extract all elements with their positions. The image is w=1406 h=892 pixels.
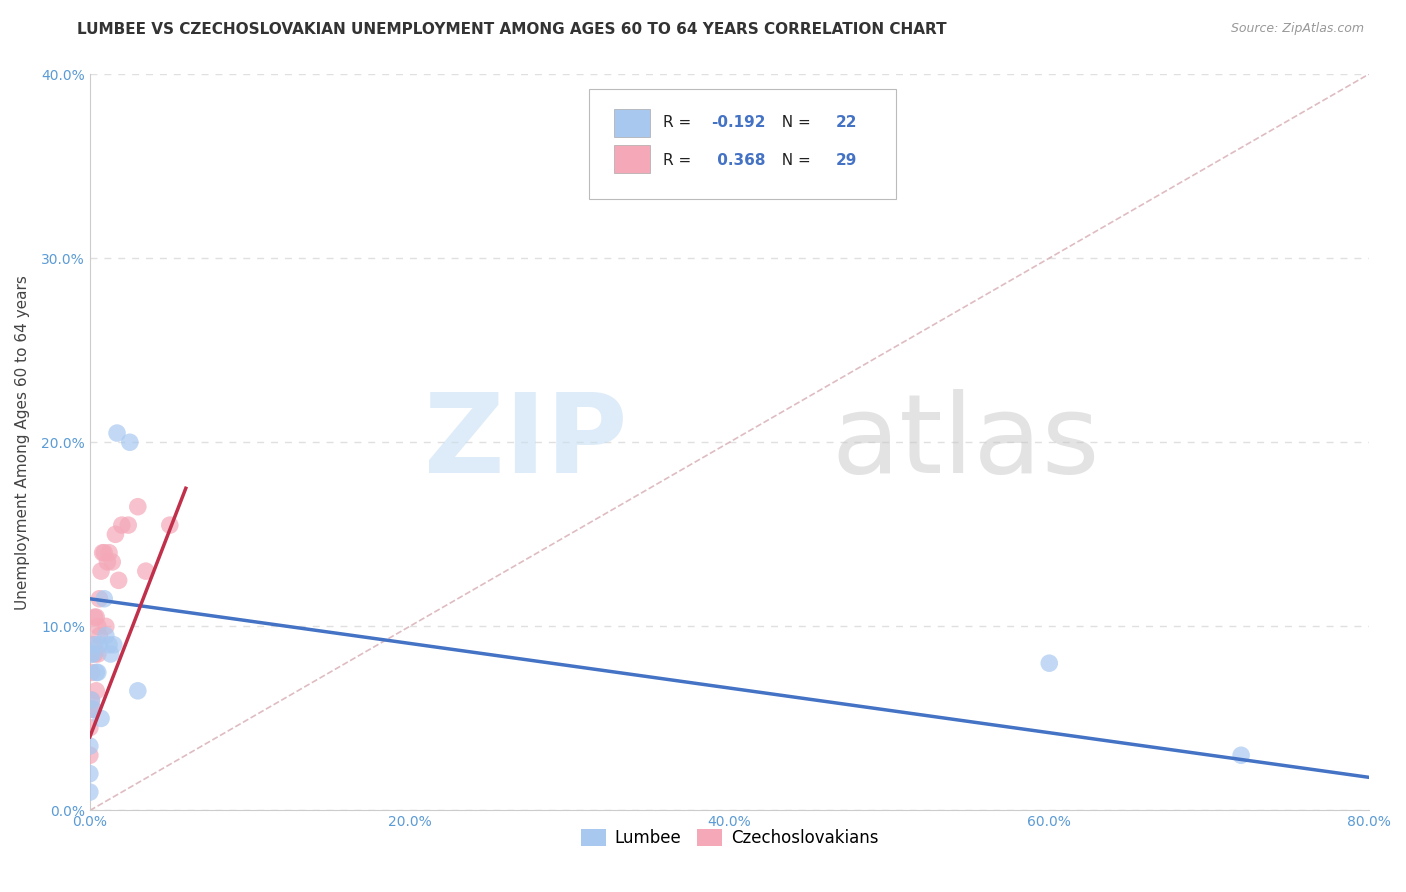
Y-axis label: Unemployment Among Ages 60 to 64 years: Unemployment Among Ages 60 to 64 years: [15, 275, 30, 610]
Point: [1038, 656, 1060, 670]
Point: [83, 647, 105, 661]
Legend: Lumbee, Czechoslovakians: Lumbee, Czechoslovakians: [574, 822, 884, 854]
Text: R =: R =: [664, 115, 696, 130]
Text: LUMBEE VS CZECHOSLOVAKIAN UNEMPLOYMENT AMONG AGES 60 TO 64 YEARS CORRELATION CHA: LUMBEE VS CZECHOSLOVAKIAN UNEMPLOYMENT A…: [77, 22, 948, 37]
Point: [96, 555, 118, 569]
Point: [79, 702, 101, 716]
Point: [159, 518, 181, 533]
Text: N =: N =: [772, 153, 815, 169]
Point: [84, 665, 107, 680]
Text: 22: 22: [835, 115, 858, 130]
Point: [87, 647, 110, 661]
Point: [80, 665, 103, 680]
Point: [84, 683, 107, 698]
Point: [107, 574, 129, 588]
Point: [101, 555, 124, 569]
Point: [135, 564, 157, 578]
Point: [93, 591, 115, 606]
Point: [127, 683, 149, 698]
FancyBboxPatch shape: [614, 109, 650, 136]
Point: [80, 693, 103, 707]
Text: ZIP: ZIP: [423, 389, 627, 496]
Point: [80, 647, 103, 661]
Point: [83, 610, 105, 624]
Point: [105, 425, 128, 440]
Point: [87, 619, 110, 633]
Point: [84, 610, 107, 624]
Point: [94, 629, 117, 643]
Point: [79, 739, 101, 753]
Text: R =: R =: [664, 153, 696, 169]
Point: [117, 518, 139, 533]
Point: [79, 785, 101, 799]
Point: [82, 638, 104, 652]
Point: [118, 435, 141, 450]
Point: [90, 711, 112, 725]
Text: 0.368: 0.368: [711, 153, 765, 169]
Point: [83, 638, 105, 652]
FancyBboxPatch shape: [614, 145, 650, 173]
Point: [94, 619, 117, 633]
Text: -0.192: -0.192: [711, 115, 766, 130]
Point: [103, 638, 125, 652]
Point: [90, 564, 112, 578]
Point: [82, 702, 104, 716]
Point: [91, 546, 114, 560]
Text: atlas: atlas: [832, 389, 1101, 496]
Point: [87, 665, 110, 680]
Point: [104, 527, 127, 541]
Point: [79, 766, 101, 780]
Point: [79, 721, 101, 735]
Point: [89, 591, 111, 606]
Point: [98, 638, 121, 652]
Point: [127, 500, 149, 514]
Point: [111, 518, 134, 533]
Text: 29: 29: [835, 153, 858, 169]
Point: [89, 629, 111, 643]
Point: [79, 748, 101, 763]
Point: [1230, 748, 1253, 763]
Point: [80, 693, 103, 707]
Point: [93, 546, 115, 560]
Point: [82, 647, 104, 661]
Point: [100, 647, 122, 661]
Point: [82, 702, 104, 716]
Point: [98, 546, 121, 560]
FancyBboxPatch shape: [589, 88, 896, 199]
Text: N =: N =: [772, 115, 815, 130]
Text: Source: ZipAtlas.com: Source: ZipAtlas.com: [1230, 22, 1364, 36]
Point: [89, 638, 111, 652]
